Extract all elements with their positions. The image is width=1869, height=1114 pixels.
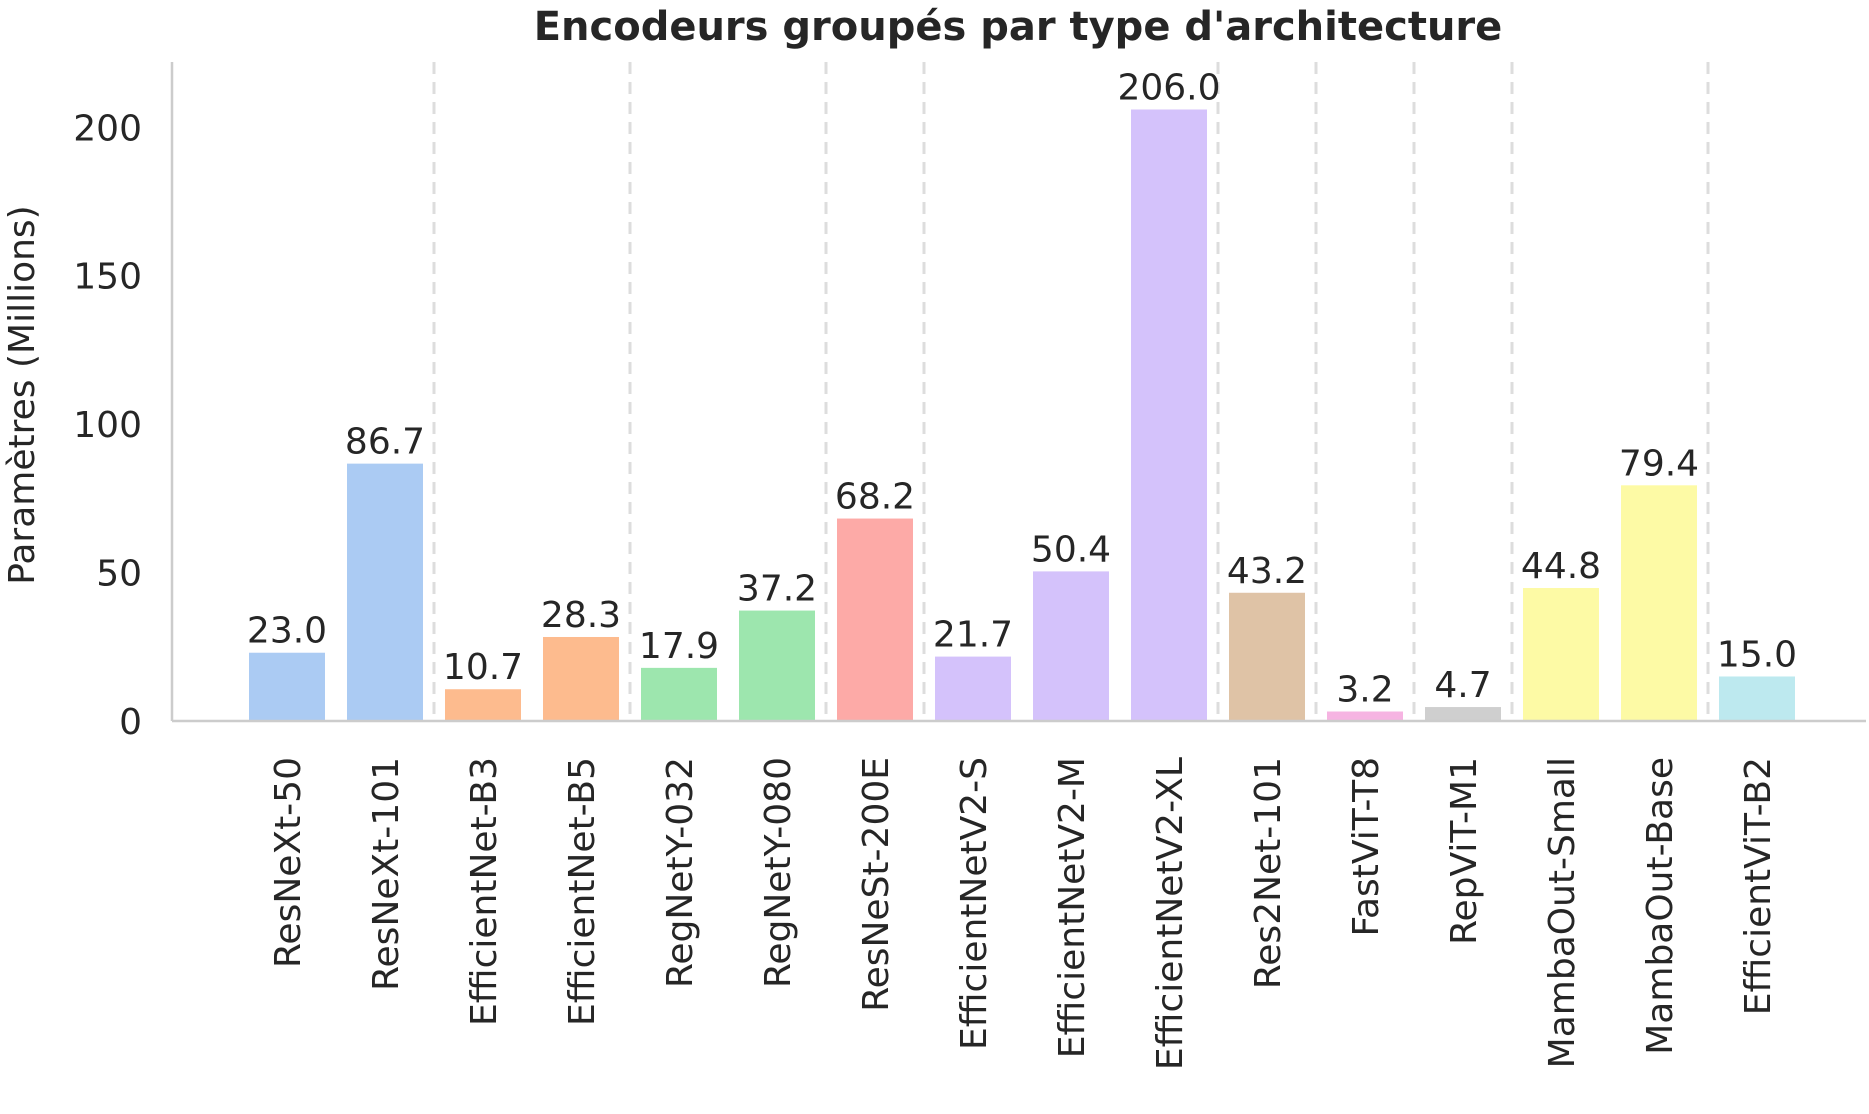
data-label: 17.9 [639,626,719,667]
bar [1523,588,1599,721]
bar [935,656,1011,721]
bar [1229,592,1305,721]
y-tick-label: 0 [119,702,142,743]
y-tick-label: 200 [73,108,142,149]
data-label: 10.7 [443,647,523,688]
bar [1719,676,1795,721]
x-tick-label: ResNeXt-101 [366,757,407,991]
data-label: 4.7 [1434,665,1491,706]
bar [445,689,521,721]
bar [1131,109,1207,722]
x-tick-label: RegNetY-080 [758,757,799,988]
y-axis-ticks: 0 50 100 150 200 [73,108,142,743]
x-tick-label: MambaOut-Base [1640,757,1681,1055]
data-label: 43.2 [1227,551,1307,592]
x-tick-label: RepViT-M1 [1444,757,1485,945]
x-tick-label: MambaOut-Small [1542,757,1583,1068]
data-label: 86.7 [345,422,425,463]
y-axis-label: Paramètres (Millions) [2,205,43,584]
x-tick-label: EfficientNetV2-M [1052,757,1093,1058]
bars [249,109,1795,722]
x-tick-label: ResNeSt-200E [856,757,897,1012]
data-labels: 23.0 86.7 10.7 28.3 17.9 37.2 68.2 21.7 50.4 206.… [247,67,1797,710]
y-tick-label: 50 [96,554,142,595]
bar [1327,711,1403,721]
bar [739,610,815,721]
data-label: 50.4 [1031,529,1111,570]
x-tick-label: EfficientNet-B3 [464,757,505,1026]
data-label: 79.4 [1619,443,1699,484]
y-tick-label: 100 [73,405,142,446]
data-label: 15.0 [1717,634,1797,675]
bar [1621,485,1697,721]
data-label: 21.7 [933,615,1013,656]
x-tick-label: EfficientNetV2-S [954,757,995,1050]
x-tick-label: FastViT-T8 [1346,757,1387,936]
group-separators [432,62,1710,721]
bar [543,636,619,721]
chart-title: Encodeurs groupés par type d'architectur… [534,4,1503,50]
bar [249,652,325,721]
x-tick-label: EfficientViT-B2 [1738,757,1779,1015]
bar [641,667,717,721]
bar [347,463,423,721]
y-tick-label: 150 [73,257,142,298]
x-tick-label: EfficientNetV2-XL [1150,757,1191,1070]
bar [1425,707,1501,721]
x-tick-label: ResNeXt-50 [268,757,309,968]
data-label: 68.2 [835,477,915,518]
x-axis-ticks: ResNeXt-50 ResNeXt-101 EfficientNet-B3 Effi… [268,757,1779,1070]
x-tick-label: EfficientNet-B5 [562,757,603,1026]
bar [1033,571,1109,721]
x-tick-label: RegNetY-032 [660,757,701,988]
bar [837,518,913,721]
data-label: 23.0 [247,611,327,652]
data-label: 37.2 [737,569,817,610]
data-label: 3.2 [1336,670,1393,711]
x-tick-label: Res2Net-101 [1248,757,1289,989]
data-label: 28.3 [541,595,621,636]
data-label: 206.0 [1117,67,1220,108]
data-label: 44.8 [1521,546,1601,587]
